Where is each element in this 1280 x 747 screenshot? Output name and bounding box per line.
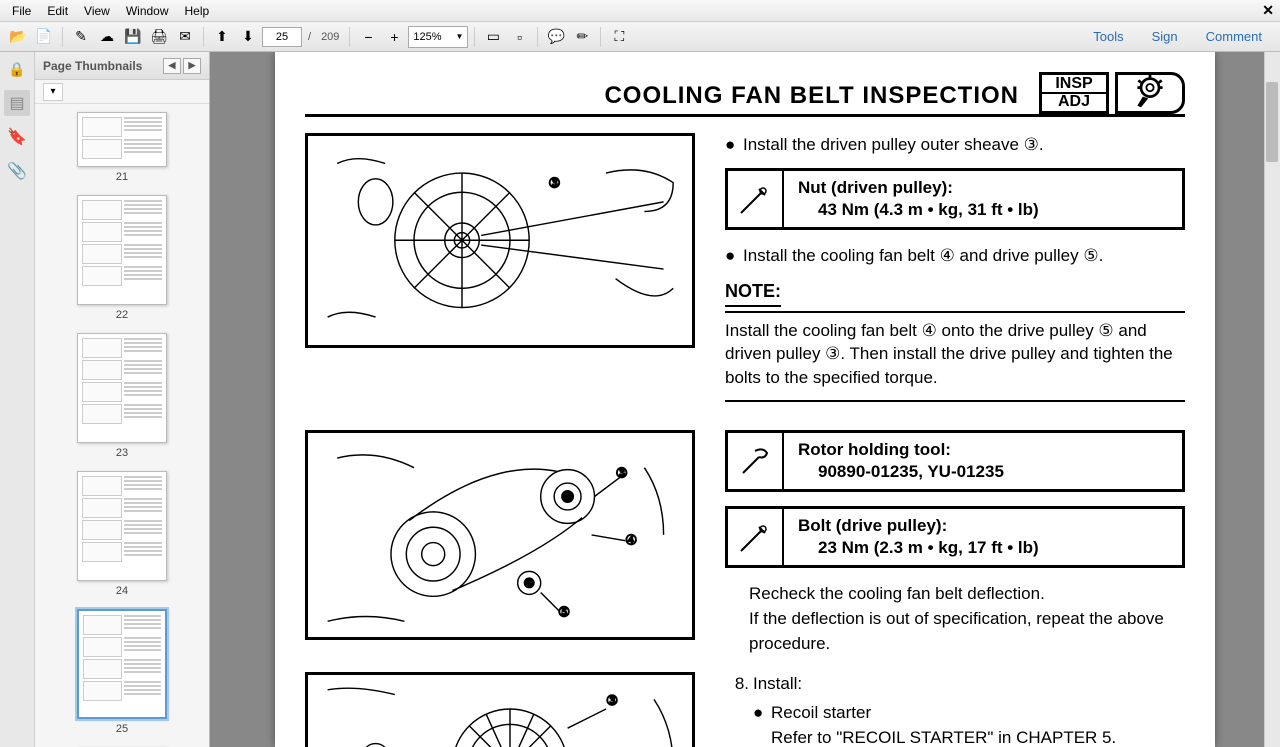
thumbnail-page[interactable]: 24 <box>35 471 209 597</box>
svg-text:③: ③ <box>548 176 560 191</box>
spec-rotor-box: Rotor holding tool:90890-01235, YU-01235 <box>725 430 1185 492</box>
bookmark-tab-icon[interactable]: 🔖 <box>4 124 30 150</box>
page-title: COOLING FAN BELT INSPECTION <box>305 82 1039 110</box>
open-icon[interactable]: 📂 <box>6 25 30 49</box>
thumbnails-tab-icon[interactable]: ▤ <box>4 90 30 116</box>
sidebar-tabs: 🔒 ▤ 🔖 📎 <box>0 52 35 747</box>
menu-view[interactable]: View <box>76 2 118 20</box>
save-icon[interactable]: 💾 <box>121 25 145 49</box>
wrench-gear-icon <box>1115 72 1185 114</box>
document-view[interactable]: COOLING FAN BELT INSPECTION INSP ADJ ③ ●… <box>210 52 1280 747</box>
close-button[interactable]: ✕ <box>1262 2 1274 19</box>
menu-window[interactable]: Window <box>118 2 177 20</box>
scrollbar[interactable] <box>1264 52 1280 747</box>
edit-icon[interactable]: ✎ <box>69 25 93 49</box>
page-down-icon[interactable]: ⬇ <box>236 25 260 49</box>
fit-page-icon[interactable]: ▫ <box>507 25 531 49</box>
note-body: Install the cooling fan belt ④ onto the … <box>725 319 1185 402</box>
thumbnail-page[interactable]: 21 <box>35 112 209 183</box>
torque-icon <box>728 171 784 227</box>
thumb-options-icon[interactable]: ▾ <box>43 83 63 101</box>
zoom-in-icon[interactable]: + <box>382 25 406 49</box>
menu-edit[interactable]: Edit <box>39 2 76 20</box>
insp-adj-badge: INSP ADJ <box>1039 72 1109 114</box>
thumb-prev-icon[interactable]: ◀ <box>163 58 181 74</box>
page-number-input[interactable] <box>262 27 302 47</box>
bullet-install-belt: ●Install the cooling fan belt ④ and driv… <box>725 244 1185 269</box>
cloud-upload-icon[interactable]: ☁ <box>95 25 119 49</box>
scroll-thumb[interactable] <box>1266 82 1278 162</box>
email-icon[interactable]: ✉ <box>173 25 197 49</box>
thumbnails-header: Page Thumbnails ◀ ▶ <box>35 52 209 80</box>
svg-text:⑤: ⑤ <box>558 605 570 620</box>
recheck-text: Recheck the cooling fan belt deflection.… <box>725 582 1185 656</box>
diagram-3: ①③② <box>305 672 695 747</box>
svg-text:③: ③ <box>606 693 618 708</box>
page-total: 209 <box>321 31 339 43</box>
thumbnail-page[interactable]: 25 <box>35 609 209 735</box>
fullscreen-icon[interactable]: ⛶ <box>607 25 631 49</box>
step-8: 8.Install: <box>725 672 1185 697</box>
spec-nut-box: Nut (driven pulley):43 Nm (4.3 m • kg, 3… <box>725 168 1185 230</box>
sign-button[interactable]: Sign <box>1140 25 1190 48</box>
thumbnails-list[interactable]: 21 22232425 <box>35 104 209 747</box>
toolbar: 📂 📄 ✎ ☁ 💾 🖨 ✉ ⬆ ⬇ / 209 − + 125%▼ ▭ ▫ 💬 … <box>0 22 1280 52</box>
create-pdf-icon[interactable]: 📄 <box>32 25 56 49</box>
page-separator: / <box>308 31 311 43</box>
tool-icon <box>728 433 784 489</box>
highlight-icon[interactable]: ✏ <box>570 25 594 49</box>
zoom-out-icon[interactable]: − <box>356 25 380 49</box>
menubar: File Edit View Window Help ✕ <box>0 0 1280 22</box>
zoom-dropdown[interactable]: 125%▼ <box>408 26 468 48</box>
thumb-next-icon[interactable]: ▶ <box>183 58 201 74</box>
note-label: NOTE: <box>725 278 781 306</box>
menu-help[interactable]: Help <box>177 2 218 20</box>
step-8-ref: Refer to "RECOIL STARTER" in CHAPTER 5. <box>771 726 1185 747</box>
attachments-tab-icon[interactable]: 📎 <box>4 158 30 184</box>
menu-file[interactable]: File <box>4 2 39 20</box>
diagram-2: ③ ④ ⑤ <box>305 430 695 640</box>
svg-text:④: ④ <box>625 533 637 548</box>
comment-button[interactable]: Comment <box>1194 25 1274 48</box>
fit-width-icon[interactable]: ▭ <box>481 25 505 49</box>
pdf-page: COOLING FAN BELT INSPECTION INSP ADJ ③ ●… <box>275 52 1215 747</box>
diagram-1: ③ <box>305 133 695 348</box>
page-up-icon[interactable]: ⬆ <box>210 25 234 49</box>
svg-text:③: ③ <box>615 465 627 480</box>
thumbnail-page[interactable]: 23 <box>35 333 209 459</box>
bullet-install-sheave: ●Install the driven pulley outer sheave … <box>725 133 1185 158</box>
spec-bolt-box: Bolt (drive pulley):23 Nm (2.3 m • kg, 1… <box>725 506 1185 568</box>
lock-icon[interactable]: 🔒 <box>4 56 30 82</box>
thumbnails-panel: Page Thumbnails ◀ ▶ ▾ 21 22232425 <box>35 52 210 747</box>
step-8-bullet-1: ●Recoil starter <box>753 701 1185 726</box>
tools-button[interactable]: Tools <box>1081 25 1135 48</box>
torque-icon <box>728 509 784 565</box>
comment-bubble-icon[interactable]: 💬 <box>544 25 568 49</box>
thumbnails-tools: ▾ <box>35 80 209 104</box>
print-icon[interactable]: 🖨 <box>147 25 171 49</box>
thumbnail-page[interactable]: 22 <box>35 195 209 321</box>
